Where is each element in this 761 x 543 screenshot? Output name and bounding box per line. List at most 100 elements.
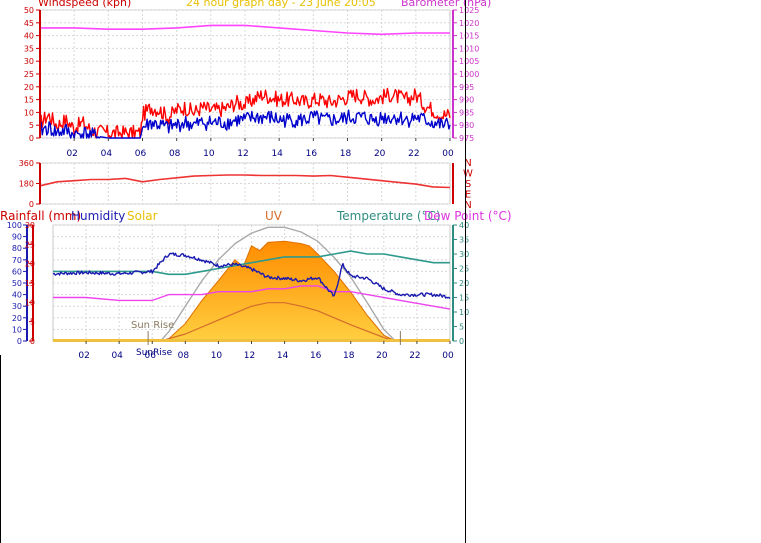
- rain-y-tick-label: 5: [30, 318, 35, 327]
- wind-panel-x-tick-label: 14: [271, 149, 283, 159]
- humidity-y-tick-label: 10: [12, 325, 22, 334]
- humidity-y-tick-label: 80: [12, 244, 22, 253]
- humidity-y-tick-label: 20: [12, 314, 22, 323]
- wind-panel-x-tick-label: 18: [340, 149, 352, 159]
- wind-panel-x-tick-label: 06: [135, 149, 147, 159]
- baro-y-tick-label: 1005: [459, 57, 479, 66]
- temperature-series-line: [53, 250, 450, 276]
- humidity-y-tick-label: 60: [12, 267, 22, 276]
- baro-y-tick-label: 985: [459, 108, 474, 117]
- compass-label-n: N: [464, 200, 471, 211]
- sun-rise-axis-label: SunRise: [136, 348, 173, 358]
- climate-panel-x-tick-label: 08: [178, 351, 190, 361]
- temp-y-tick-label: 30: [459, 250, 469, 259]
- temp-y-tick-label: 5: [459, 323, 464, 332]
- baro-y-tick-label: 980: [459, 121, 474, 130]
- wind-y-tick-label: 15: [24, 96, 34, 105]
- humidity-y-tick-label: 30: [12, 302, 22, 311]
- baro-y-tick-label: 1000: [459, 70, 479, 79]
- frame-right: [465, 0, 466, 543]
- baro-y-tick-label: 1010: [459, 44, 479, 53]
- wind-panel-x-tick-label: 20: [374, 149, 386, 159]
- rain-y-tick-label: 30: [25, 221, 35, 230]
- wind-panel-x-tick-label: 16: [306, 149, 318, 159]
- climate-panel-x-tick-label: 22: [409, 351, 420, 361]
- baro-y-tick-label: 1020: [459, 19, 479, 28]
- wind-direction-series-line: [39, 174, 451, 189]
- solar-max-series-line: [159, 226, 396, 342]
- compass-label-w: W: [463, 169, 473, 180]
- wind-y-tick-label: 35: [24, 44, 34, 53]
- wind-panel-x-tick-label: 12: [237, 149, 248, 159]
- humidity-label: Humidity: [71, 209, 126, 223]
- climate-panel-x-tick-label: 12: [244, 351, 255, 361]
- baro-y-tick-label: 1015: [459, 32, 479, 41]
- chart-title: 24 hour graph day - 23 June 20:05: [186, 0, 376, 9]
- barometer-label: Barometer (hPa): [401, 0, 492, 9]
- wind-panel-x-tick-label: 00: [442, 149, 454, 159]
- climate-panel-x-tick-label: 04: [111, 351, 123, 361]
- temp-y-tick-label: 0: [459, 337, 464, 346]
- baro-y-tick-label: 995: [459, 83, 474, 92]
- frame-left: [0, 355, 1, 543]
- wind-gust-series-line: [39, 87, 451, 139]
- climate-panel-x-tick-label: 10: [211, 351, 223, 361]
- compass-label-e: E: [465, 190, 471, 201]
- dewpoint-series-line: [53, 285, 451, 310]
- uv-series-line: [160, 302, 396, 342]
- rain-y-tick-label: 0: [30, 337, 35, 346]
- rainfall-label: Rainfall (mm): [0, 209, 82, 223]
- wind-panel-x-tick-label: 22: [408, 149, 419, 159]
- temp-y-tick-label: 35: [459, 236, 469, 245]
- humidity-y-tick-label: 50: [12, 279, 22, 288]
- wind-panel-x-tick-label: 02: [66, 149, 77, 159]
- wind-y-tick-label: 45: [24, 19, 34, 28]
- climate-panel-x-tick-label: 20: [376, 351, 388, 361]
- humidity-y-tick-label: 90: [12, 233, 22, 242]
- temp-y-tick-label: 40: [459, 221, 469, 230]
- climate-panel-x-tick-label: 18: [343, 351, 355, 361]
- climate-panel-x-tick-label: 00: [442, 351, 454, 361]
- series-layer: [39, 24, 451, 342]
- rain-y-tick-label: 25: [25, 240, 35, 249]
- humidity-y-tick-label: 70: [12, 256, 22, 265]
- wind-panel-x-tick-label: 10: [203, 149, 215, 159]
- humidity-y-tick-label: 100: [7, 221, 22, 230]
- climate-panel-x-tick-label: 16: [310, 351, 322, 361]
- rain-y-tick-label: 10: [25, 298, 35, 307]
- solar-label: Solar: [127, 209, 158, 223]
- rain-y-tick-label: 20: [25, 260, 35, 269]
- barometer-series-line: [40, 24, 450, 36]
- axes-layer: [23, 9, 457, 345]
- rain-y-tick-label: 15: [25, 279, 35, 288]
- wind-y-tick-label: 40: [24, 32, 34, 41]
- climate-panel-x-tick-label: 14: [277, 351, 289, 361]
- climate-panel-x-tick-label: 02: [78, 351, 89, 361]
- uv-label: UV: [265, 209, 282, 223]
- dir-y-tick-label: 360: [19, 159, 34, 168]
- solar-area: [160, 240, 396, 342]
- temp-y-tick-label: 25: [459, 265, 469, 274]
- wind-y-tick-label: 30: [24, 57, 34, 66]
- baro-y-tick-label: 990: [459, 96, 474, 105]
- climate-panel-x-tick-label: 06: [145, 351, 157, 361]
- dewpoint-label: Dew Point (°C): [424, 209, 512, 223]
- dir-y-tick-label: 0: [29, 200, 34, 209]
- humidity-y-tick-label: 40: [12, 291, 22, 300]
- wind-panel-x-tick-label: 08: [169, 149, 181, 159]
- wind-y-tick-label: 0: [29, 134, 34, 143]
- humidity-series-line: [52, 252, 451, 299]
- wind-y-tick-label: 25: [24, 70, 34, 79]
- temp-y-tick-label: 20: [459, 279, 469, 288]
- temp-y-tick-label: 15: [459, 294, 469, 303]
- text-layer: 0510152025303540455097598098599099510001…: [7, 6, 480, 361]
- compass-label-s: S: [465, 179, 471, 190]
- baro-y-tick-label: 975: [459, 134, 474, 143]
- dir-y-tick-label: 180: [19, 180, 34, 189]
- compass-label-n: N: [464, 158, 471, 169]
- windspeed-label: Windspeed (kph): [38, 0, 132, 9]
- temp-y-tick-label: 10: [459, 308, 469, 317]
- temperature-label: Temperature (°C): [337, 209, 441, 223]
- wind-y-tick-label: 20: [24, 83, 34, 92]
